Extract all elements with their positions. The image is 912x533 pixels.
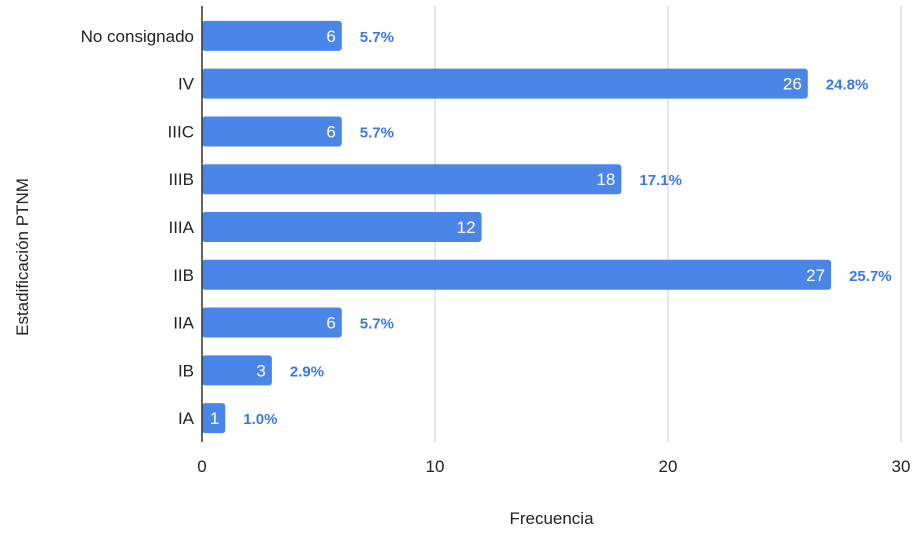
bar bbox=[202, 68, 808, 99]
bar bbox=[202, 212, 482, 242]
category-label: IA bbox=[178, 409, 195, 428]
x-tick-label: 10 bbox=[426, 457, 445, 476]
x-tick-label: 0 bbox=[197, 457, 206, 476]
category-label: IV bbox=[178, 75, 195, 94]
category-label: No consignado bbox=[81, 27, 194, 46]
bar bbox=[202, 116, 342, 147]
bar-value-label: 18 bbox=[596, 170, 615, 189]
bar-value-label: 27 bbox=[806, 266, 825, 285]
bar-value-label: 6 bbox=[326, 122, 335, 141]
bar-value-label: 3 bbox=[256, 361, 265, 380]
bar-value-label: 26 bbox=[783, 75, 802, 94]
percent-label: 24.8% bbox=[826, 77, 869, 94]
percent-label: 25.7% bbox=[849, 268, 892, 285]
bar bbox=[202, 164, 622, 195]
x-tick-label: 20 bbox=[659, 457, 678, 476]
percent-label: 5.7% bbox=[360, 316, 394, 333]
bar-value-label: 12 bbox=[457, 218, 476, 237]
bar-value-label: 1 bbox=[210, 409, 219, 428]
labels: 0 10 20 30 No consignado 6 5.7% IV 26 24.8% IIIC 6 5… bbox=[81, 27, 911, 476]
bar bbox=[202, 355, 272, 386]
percent-label: 17.1% bbox=[639, 172, 682, 189]
category-label: IB bbox=[178, 361, 194, 380]
percent-label: 1.0% bbox=[243, 411, 277, 428]
percent-label: 2.9% bbox=[290, 363, 324, 380]
bar bbox=[202, 20, 342, 51]
category-label: IIB bbox=[173, 266, 194, 285]
category-label: IIA bbox=[173, 314, 194, 333]
percent-label: 5.7% bbox=[360, 29, 394, 46]
bar bbox=[202, 307, 342, 338]
bar bbox=[202, 403, 226, 434]
bar-value-label: 6 bbox=[326, 27, 335, 46]
percent-label: 5.7% bbox=[360, 124, 394, 141]
bar-value-label: 6 bbox=[326, 314, 335, 333]
bar bbox=[202, 259, 832, 290]
y-axis-title: Estadificación PTNM bbox=[13, 178, 32, 336]
bars bbox=[202, 20, 832, 434]
x-axis-title: Frecuencia bbox=[509, 509, 594, 528]
x-tick-label: 30 bbox=[892, 457, 911, 476]
category-label: IIIC bbox=[168, 122, 194, 141]
category-label: IIIA bbox=[168, 218, 194, 237]
category-label: IIIB bbox=[168, 170, 194, 189]
